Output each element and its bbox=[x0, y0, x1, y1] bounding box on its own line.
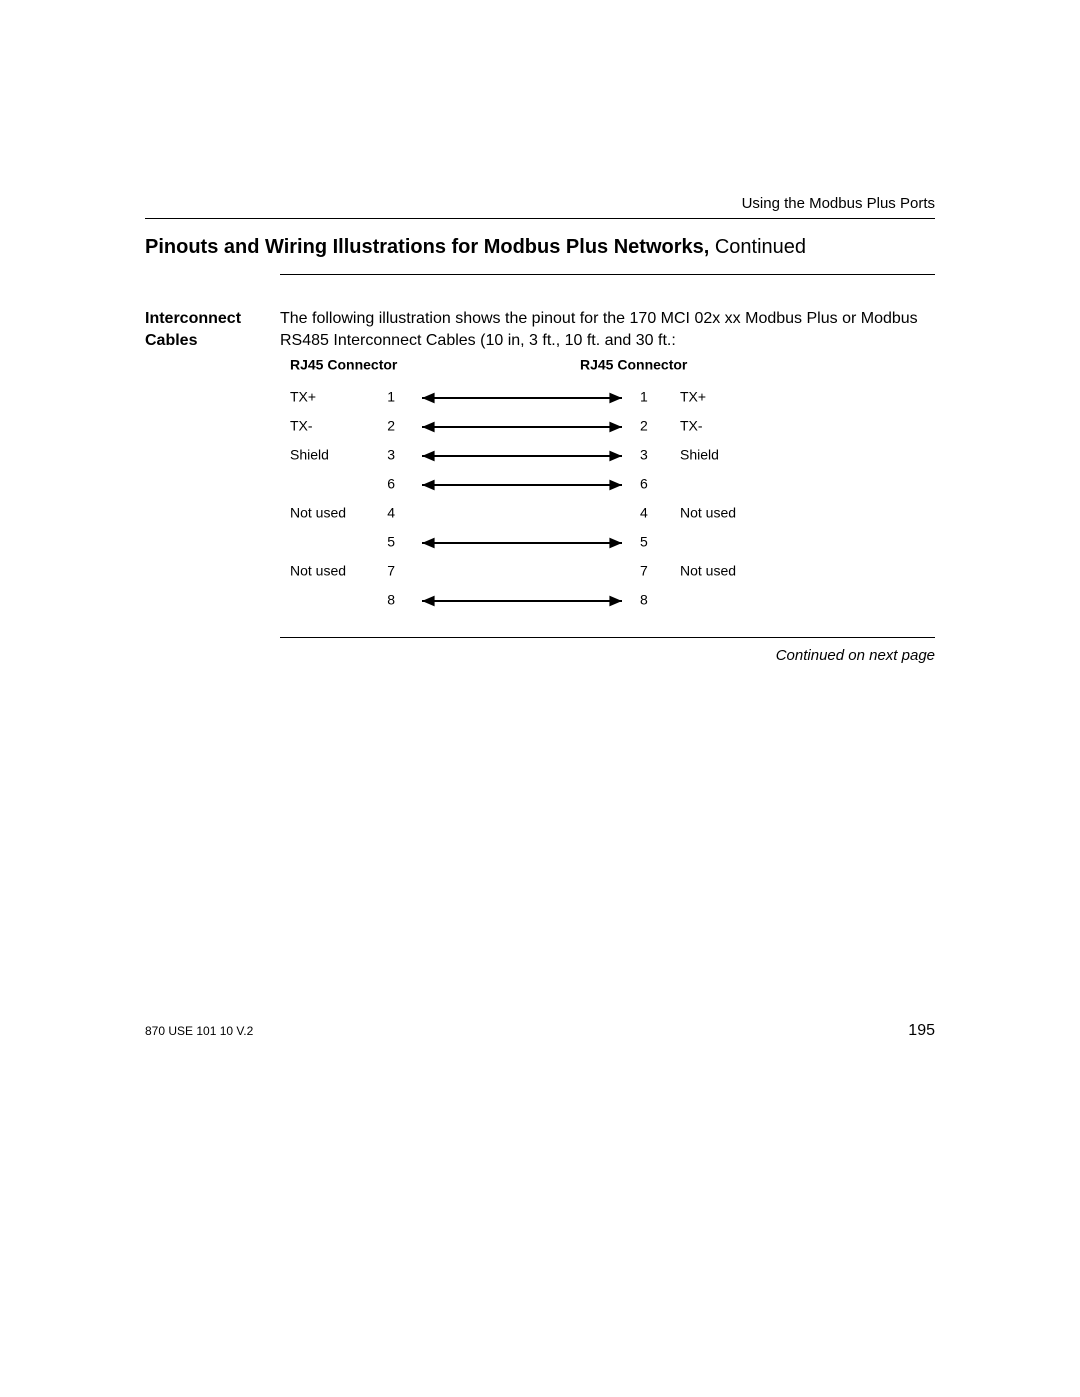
svg-text:Not used: Not used bbox=[290, 505, 346, 521]
rule-bottom bbox=[280, 637, 935, 638]
svg-text:3: 3 bbox=[640, 447, 648, 463]
continued-note: Continued on next page bbox=[776, 647, 935, 664]
svg-text:RJ45 Connector: RJ45 Connector bbox=[290, 357, 398, 373]
section-title-bold: Pinouts and Wiring Illustrations for Mod… bbox=[145, 236, 709, 258]
footer-doc-ref: 870 USE 101 10 V.2 bbox=[145, 1024, 253, 1038]
section-title-rest: Continued bbox=[709, 236, 806, 258]
side-label: Interconnect Cables bbox=[145, 308, 275, 351]
svg-text:2: 2 bbox=[640, 418, 648, 434]
svg-text:3: 3 bbox=[387, 447, 395, 463]
svg-text:TX-: TX- bbox=[680, 418, 703, 434]
svg-text:4: 4 bbox=[387, 505, 395, 521]
svg-text:5: 5 bbox=[640, 534, 648, 550]
svg-text:Not used: Not used bbox=[680, 505, 736, 521]
pinout-diagram: RJ45 Connector RJ45 Connector TX+ 1 1 TX+ TX- 2… bbox=[280, 352, 840, 632]
svg-text:Shield: Shield bbox=[290, 447, 329, 463]
svg-text:5: 5 bbox=[387, 534, 395, 550]
side-label-line1: Interconnect bbox=[145, 310, 241, 327]
svg-text:6: 6 bbox=[387, 476, 395, 492]
section-title: Pinouts and Wiring Illustrations for Mod… bbox=[145, 236, 935, 259]
svg-text:8: 8 bbox=[640, 592, 648, 608]
svg-text:TX+: TX+ bbox=[680, 389, 706, 405]
svg-text:2: 2 bbox=[387, 418, 395, 434]
svg-text:1: 1 bbox=[387, 389, 395, 405]
svg-text:TX+: TX+ bbox=[290, 389, 316, 405]
rule-top bbox=[145, 218, 935, 219]
svg-text:Not used: Not used bbox=[290, 563, 346, 579]
running-head: Using the Modbus Plus Ports bbox=[742, 195, 935, 212]
svg-text:4: 4 bbox=[640, 505, 648, 521]
svg-text:7: 7 bbox=[640, 563, 648, 579]
page: Using the Modbus Plus Ports Pinouts and … bbox=[0, 0, 1080, 1397]
rule-mid bbox=[280, 274, 935, 275]
svg-text:8: 8 bbox=[387, 592, 395, 608]
footer-page-num: 195 bbox=[908, 1022, 935, 1040]
svg-text:Shield: Shield bbox=[680, 447, 719, 463]
svg-text:1: 1 bbox=[640, 389, 648, 405]
svg-text:7: 7 bbox=[387, 563, 395, 579]
intro-text: The following illustration shows the pin… bbox=[280, 308, 935, 351]
svg-text:TX-: TX- bbox=[290, 418, 313, 434]
svg-text:Not used: Not used bbox=[680, 563, 736, 579]
svg-text:6: 6 bbox=[640, 476, 648, 492]
svg-text:RJ45 Connector: RJ45 Connector bbox=[580, 357, 688, 373]
pinout-svg: RJ45 Connector RJ45 Connector TX+ 1 1 TX+ TX- 2… bbox=[280, 352, 840, 632]
side-label-line2: Cables bbox=[145, 332, 197, 349]
